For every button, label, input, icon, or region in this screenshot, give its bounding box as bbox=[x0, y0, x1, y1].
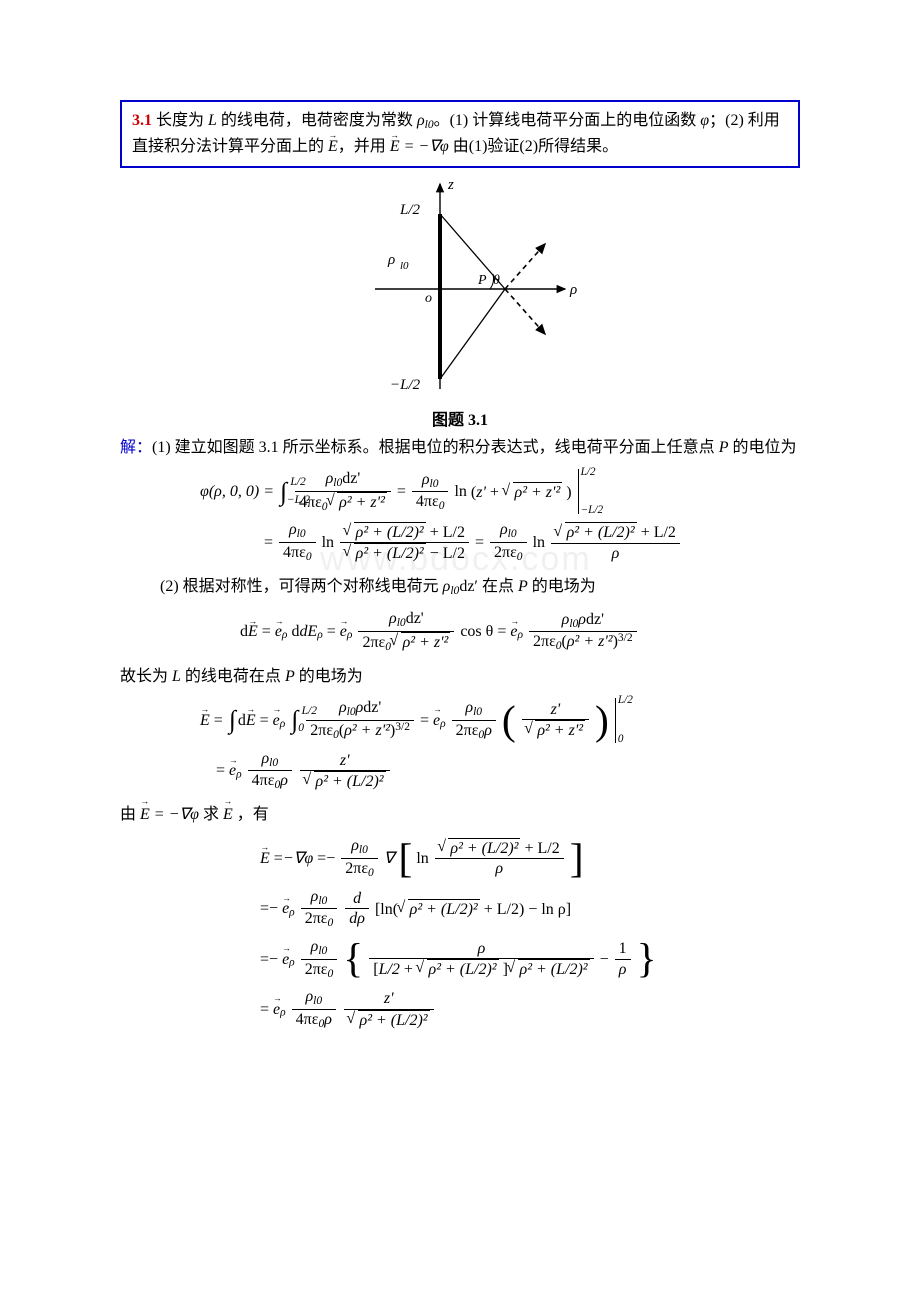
sol-1b: 的电位为 bbox=[728, 439, 796, 456]
var-rho-sub: l0 bbox=[425, 119, 434, 131]
var-L: L bbox=[208, 112, 217, 129]
label-z: z bbox=[447, 177, 454, 193]
figure-caption: 图题 3.1 bbox=[120, 406, 800, 430]
sol-4E2: E bbox=[223, 801, 233, 828]
var-rho: ρ bbox=[417, 112, 425, 129]
sol-4a: 由 bbox=[120, 806, 140, 823]
var-E2: E bbox=[390, 134, 400, 160]
sol-2b: 在点 bbox=[478, 578, 518, 595]
solution-para-3: 故长为 L 的线电荷在点 P 的电场为 bbox=[120, 663, 800, 690]
sol-2-sub: l0 bbox=[450, 585, 459, 597]
frac-4: ρ² + (L/2)² + L/2 ρ² + (L/2)² − L/2 bbox=[340, 522, 469, 563]
var-phi: φ bbox=[700, 112, 709, 129]
label-P: P bbox=[477, 273, 487, 288]
problem-text-2: 的线电荷，电荷密度为常数 bbox=[217, 112, 417, 129]
sol-1a: (1) 建立如图题 3.1 所示坐标系。根据电位的积分表达式，线电荷平分面上任意… bbox=[152, 439, 719, 456]
sol-3a: 故长为 bbox=[120, 668, 172, 685]
eval-bar-1: L/2−L/2 bbox=[578, 469, 579, 514]
sol-4eq: = −∇ bbox=[150, 806, 190, 823]
phi-lhs: φ(ρ, 0, 0) = bbox=[200, 482, 274, 501]
sol-3b: 的线电荷在点 bbox=[181, 668, 285, 685]
label-Lhalf-top: L/2 bbox=[399, 202, 421, 218]
formula-grad: E = −∇φ = − ρl0 2πε0 ∇ [ ln ρ² + (L/2)² … bbox=[260, 836, 800, 1032]
problem-box: 3.1 长度为 L 的线电荷，电荷密度为常数 ρl0。(1) 计算线电荷平分面上… bbox=[120, 100, 800, 168]
label-Lhalf-bot: −L/2 bbox=[390, 377, 421, 393]
ln-1: ln bbox=[454, 482, 466, 501]
label-rho-axis: ρ bbox=[569, 282, 577, 298]
problem-text-6: 由(1)验证(2)所得结果。 bbox=[449, 138, 618, 155]
sol-2c: 的电场为 bbox=[528, 578, 596, 595]
label-rho-l0-sub: l0 bbox=[400, 260, 409, 272]
frac-5: ρl0 2πε0 bbox=[490, 520, 527, 564]
figure-diagram: z ρ L/2 −L/2 ρ l0 o P θ bbox=[330, 174, 590, 404]
solution-para-1: 解：(1) 建立如图题 3.1 所示坐标系。根据电位的积分表达式，线电荷平分面上… bbox=[120, 434, 800, 461]
formula-E: E = ∫dE = eρ ∫L/20 ρl0ρdz' 2πε0(ρ² + z'²… bbox=[200, 698, 800, 793]
var-E: E bbox=[328, 134, 338, 160]
sol-2P: P bbox=[518, 578, 528, 595]
frac-1: ρl0dz' 4πε0ρ² + z'² bbox=[295, 469, 391, 514]
problem-number: 3.1 bbox=[132, 112, 152, 129]
frac-2: ρl0 4πε0 bbox=[412, 470, 449, 514]
sol-4phi: φ bbox=[190, 806, 199, 823]
sol-4b: 求 bbox=[199, 806, 223, 823]
eq-nabla: = −∇ bbox=[400, 138, 440, 155]
formula-phi: www.bdocx.com φ(ρ, 0, 0) = ∫L/2−L/2 ρl0d… bbox=[200, 469, 800, 565]
frac-3: ρl0 4πε0 bbox=[279, 520, 316, 564]
var-phi2: φ bbox=[440, 138, 449, 155]
sol-3P: P bbox=[285, 668, 295, 685]
sol-1P: P bbox=[719, 439, 729, 456]
sol-3L: L bbox=[172, 668, 181, 685]
label-theta: θ bbox=[493, 273, 500, 288]
sol-3c: 的电场为 bbox=[295, 668, 363, 685]
problem-text-5: ，并用 bbox=[338, 138, 390, 155]
label-o: o bbox=[425, 291, 432, 306]
sol-2a: (2) 根据对称性，可得两个对称线电荷元 bbox=[160, 578, 443, 595]
frac-6: ρ² + (L/2)² + L/2 ρ bbox=[551, 522, 680, 562]
sol-4E: E bbox=[140, 801, 150, 828]
label-rho-l0: ρ bbox=[387, 252, 395, 268]
problem-text-3: 。(1) 计算线电荷平分面上的电位函数 bbox=[434, 112, 701, 129]
solution-para-4: 由 E = −∇φ 求 E ，有 bbox=[120, 801, 800, 828]
solution-para-2: (2) 根据对称性，可得两个对称线电荷元 ρl0dz′ 在点 P 的电场为 bbox=[160, 573, 800, 601]
sol-4c: ，有 bbox=[233, 806, 269, 823]
integral-1: ∫L/2−L/2 bbox=[280, 479, 287, 505]
formula-dE: dE = eρ ddEρ = eρ ρl0dz' 2πε0ρ² + z'² co… bbox=[240, 609, 800, 654]
page: 3.1 长度为 L 的线电荷，电荷密度为常数 ρl0。(1) 计算线电荷平分面上… bbox=[0, 0, 920, 1080]
sol-2-dz: dz′ bbox=[459, 578, 478, 595]
solution-label: 解： bbox=[120, 439, 152, 456]
problem-text-1: 长度为 bbox=[152, 112, 208, 129]
